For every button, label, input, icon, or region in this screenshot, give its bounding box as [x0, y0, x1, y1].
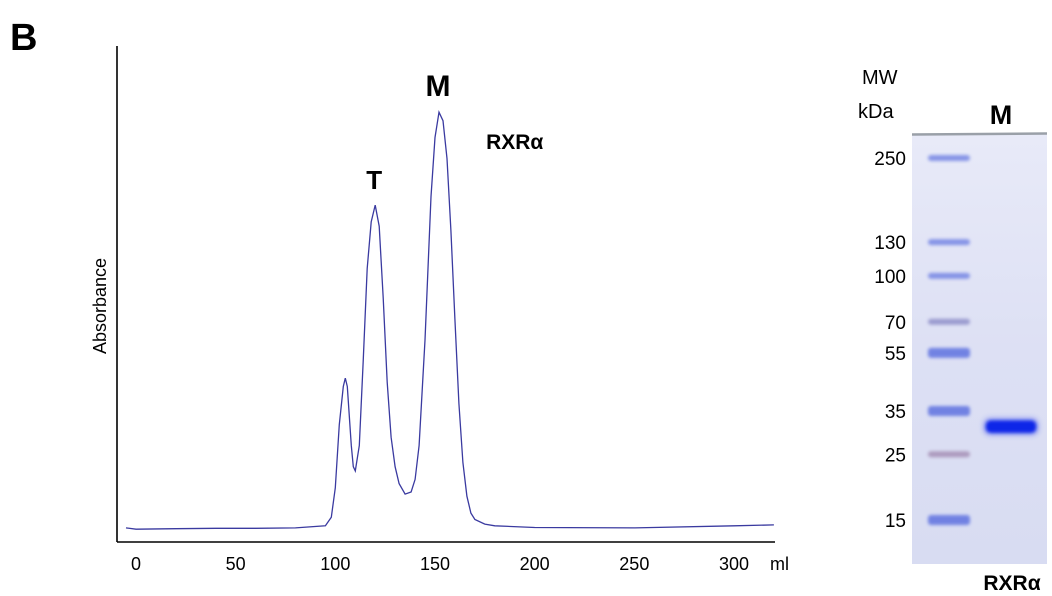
- ladder-band: [928, 405, 970, 416]
- marker-label: 35: [885, 402, 906, 423]
- x-tick-label: 250: [619, 554, 649, 574]
- ladder-band: [928, 239, 970, 246]
- gel-mw-header: MW: [862, 67, 898, 89]
- marker-label: 250: [874, 149, 906, 170]
- gel-panel: MW kDa M 250 130 100 70 55 35 25 15 RXRα: [858, 67, 1048, 595]
- marker-ladder: [928, 155, 970, 525]
- sample-lane: [984, 418, 1038, 435]
- y-axis-label: Absorbance: [90, 258, 110, 354]
- x-tick-label: 300: [719, 554, 749, 574]
- ladder-band: [928, 155, 970, 161]
- marker-label: 100: [874, 267, 906, 288]
- gel-lane-label: M: [990, 100, 1013, 130]
- x-tick-label: 0: [131, 554, 141, 574]
- x-tick-labels: 0 50 100 150 200 250 300: [131, 554, 749, 574]
- marker-label: 15: [885, 511, 906, 532]
- gel-bottom-label: RXRα: [983, 572, 1040, 595]
- ladder-band: [928, 272, 970, 279]
- marker-label: 70: [885, 313, 906, 334]
- ladder-band: [928, 318, 970, 325]
- x-tick-label: 150: [420, 554, 450, 574]
- marker-label: 25: [885, 445, 906, 466]
- panel-label: B: [10, 17, 37, 59]
- peak-label: M: [425, 70, 450, 103]
- x-tick-label: 200: [520, 554, 550, 574]
- ladder-band: [928, 451, 970, 458]
- chromatogram: Absorbance 0 50 100 150 200 250 300 ml T M RXRα: [90, 46, 789, 574]
- marker-label: 55: [885, 344, 906, 365]
- peak-annotations: T M RXRα: [366, 70, 543, 195]
- gel-top-edge: [911, 132, 1048, 136]
- absorbance-trace: [125, 110, 774, 530]
- x-tick-label: 50: [226, 554, 246, 574]
- ladder-band: [928, 515, 970, 525]
- x-axis-unit-label: ml: [770, 554, 789, 574]
- x-tick-label: 100: [320, 554, 350, 574]
- marker-label: 130: [874, 233, 906, 254]
- peak-label: T: [366, 165, 382, 195]
- gel-kda-header: kDa: [858, 101, 894, 123]
- marker-labels: 250 130 100 70 55 35 25 15: [874, 149, 906, 532]
- sample-band: [986, 420, 1036, 433]
- peak-label: RXRα: [486, 131, 543, 154]
- ladder-band: [928, 347, 970, 358]
